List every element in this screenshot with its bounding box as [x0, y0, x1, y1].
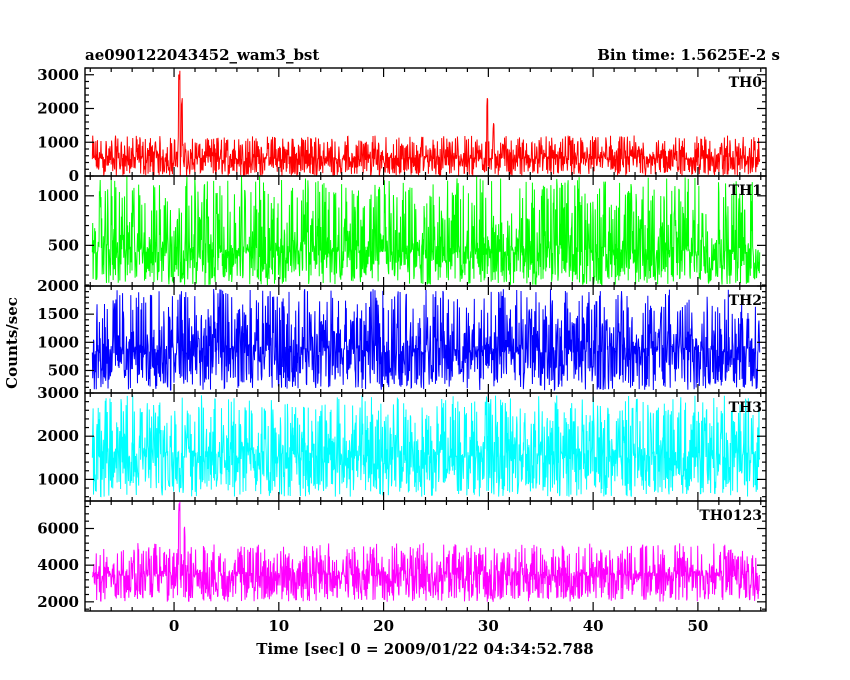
x-tick-label: 10: [268, 617, 289, 635]
panel-th0: 0 1000 2000 3000 TH0: [37, 66, 767, 185]
y-tick-label: 1500: [37, 305, 79, 323]
x-tick-label: 20: [373, 617, 394, 635]
y-tick-label: 2000: [37, 100, 79, 118]
chart-title: ae090122043452_wam3_bst: [85, 46, 319, 64]
panel-th0123: 2000 4000 6000 TH0123: [37, 500, 767, 612]
y-tick-label: 2000: [37, 427, 79, 445]
y-tick-label: 2000: [37, 593, 79, 611]
x-axis-label: Time [sec] 0 = 2009/01/22 04:34:52.788: [256, 640, 593, 658]
x-tick-label: 30: [478, 617, 499, 635]
chart-subtitle: Bin time: 1.5625E-2 s: [597, 46, 780, 64]
y-tick-label: 500: [48, 236, 79, 254]
y-axis-label: Counts/sec: [3, 297, 21, 389]
y-tick-label: 4000: [37, 556, 79, 574]
panel-label: TH0: [729, 75, 763, 91]
y-tick-label: 0: [69, 167, 79, 185]
x-tick-label: 50: [687, 617, 708, 635]
y-tick-label: 3000: [37, 66, 79, 84]
panel-label: TH0123: [699, 508, 762, 524]
y-tick-label: 1000: [37, 187, 79, 205]
panel-label: TH2: [729, 293, 762, 309]
y-tick-label: 500: [48, 361, 79, 379]
series-th1: [91, 176, 761, 286]
panel-th3: 1000 2000 3000 TH3: [37, 384, 767, 502]
panel-th2: 500 1000 1500 2000 TH2: [37, 277, 767, 394]
y-tick-label: 1000: [37, 133, 79, 151]
panel-th1: 500 1000 TH1: [37, 175, 767, 287]
panel-label: TH1: [729, 183, 762, 199]
x-tick-label: 0: [169, 617, 179, 635]
panel-label: TH3: [729, 400, 762, 416]
y-tick-label: 2000: [37, 277, 79, 295]
series-th0: [91, 70, 761, 176]
series-th2: [91, 288, 761, 392]
series-th0123: [91, 501, 761, 602]
y-tick-label: 1000: [37, 333, 79, 351]
y-tick-label: 3000: [37, 384, 79, 402]
series-th3: [91, 395, 761, 498]
y-tick-label: 6000: [37, 520, 79, 538]
y-tick-label: 1000: [37, 470, 79, 488]
x-tick-label: 40: [583, 617, 604, 635]
